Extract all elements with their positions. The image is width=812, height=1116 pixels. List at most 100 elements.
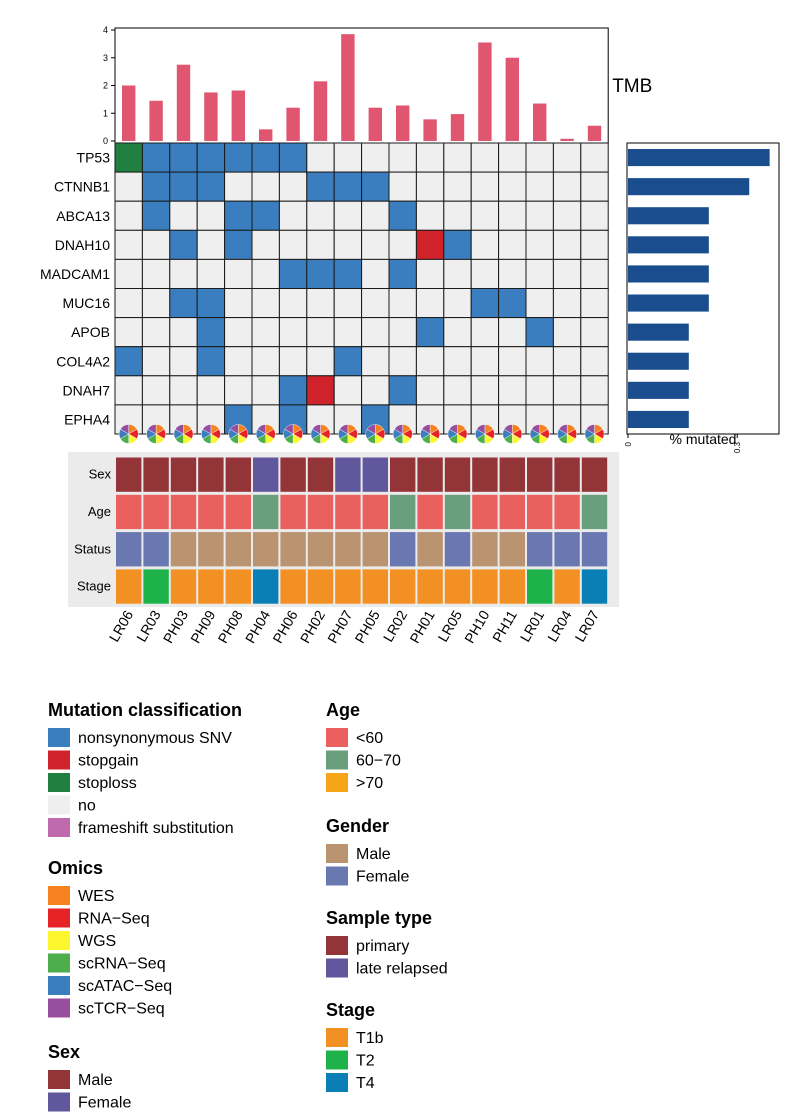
matrix-cell [251, 288, 280, 319]
matrix-cell [169, 229, 198, 260]
legend-swatch [48, 773, 70, 792]
matrix-cell [333, 142, 363, 173]
legend-swatch [48, 750, 70, 770]
matrix-cell [525, 375, 554, 406]
tmb-tick-label: 4 [103, 25, 108, 35]
sample-label: LR07 [572, 607, 603, 644]
pct-bar [628, 352, 689, 370]
matrix-cell [552, 258, 582, 289]
annotation-cell [390, 457, 416, 492]
tmb-bar [587, 125, 602, 141]
omics-pie [584, 424, 605, 444]
matrix-cell [580, 346, 609, 377]
legend-title: Omics [48, 858, 103, 878]
annotation-cell [390, 569, 416, 604]
matrix-cell [498, 258, 527, 289]
matrix-cell [498, 229, 527, 260]
matrix-cell [525, 288, 554, 319]
matrix-cell [580, 375, 609, 406]
matrix-cell [196, 346, 226, 377]
pie-slice [284, 424, 294, 435]
annotation-cell [225, 494, 251, 530]
matrix-cell [114, 200, 143, 231]
legend-swatch [48, 728, 70, 747]
annotation-cell [472, 532, 498, 567]
matrix-cell [141, 258, 171, 289]
tmb-label: TMB [612, 76, 652, 97]
legend-title: Sample type [326, 908, 432, 928]
matrix-cell [552, 346, 582, 377]
legend-item-label: stopgain [78, 753, 139, 770]
omics-pie [228, 424, 248, 444]
legend-swatch [326, 958, 348, 978]
gene-label: ABCA13 [56, 208, 110, 224]
matrix-cell [443, 258, 472, 289]
annotation-cell [253, 494, 279, 530]
legend-item-label: <60 [356, 730, 383, 747]
matrix-cell [361, 317, 390, 348]
legend-swatch [48, 886, 70, 905]
matrix-cell [169, 317, 198, 348]
matrix-cell [443, 346, 472, 377]
matrix-cell [525, 229, 554, 260]
tmb-tick-label: 3 [103, 53, 108, 63]
matrix-cell [388, 346, 417, 377]
pie-slice [531, 424, 540, 435]
pct-frame [626, 142, 780, 435]
legend-swatch [48, 998, 70, 1018]
annotation-cell [335, 569, 361, 604]
legend-swatch [326, 1028, 348, 1047]
matrix-cell [306, 375, 335, 406]
pie-slice [311, 424, 321, 435]
tmb-bar [478, 42, 492, 141]
annotation-row-label: Stage [77, 579, 111, 594]
matrix-cell [552, 229, 582, 260]
matrix-cell [388, 229, 417, 260]
tmb-tick-label: 2 [103, 81, 108, 91]
matrix-cell [224, 200, 253, 231]
sample-label: PH09 [187, 607, 218, 646]
annotation-cell [444, 532, 471, 567]
matrix-cell [443, 317, 472, 348]
annotation-cell [143, 569, 169, 604]
annotation-cell [362, 494, 388, 530]
legend-item-label: Female [356, 869, 409, 886]
omics-pie [146, 424, 166, 444]
matrix-cell [388, 375, 417, 406]
annotation-cell [143, 532, 169, 567]
tmb-bar [505, 57, 519, 141]
matrix-cell [141, 229, 171, 260]
matrix-cell [361, 142, 390, 173]
matrix-cell [388, 258, 417, 289]
legend-item-label: 60−70 [356, 753, 401, 770]
matrix-cell [278, 375, 308, 406]
omics-pie [310, 424, 331, 444]
matrix-cell [470, 346, 500, 377]
matrix-cell [169, 375, 198, 406]
matrix-cell [525, 142, 554, 173]
matrix-cell [278, 258, 308, 289]
annotation-cell [362, 569, 388, 604]
legend-swatch [48, 931, 70, 950]
matrix-cell [306, 171, 335, 202]
matrix-cell [388, 288, 417, 319]
matrix-cell [224, 171, 253, 202]
matrix-cell [196, 200, 226, 231]
annotation-cell [444, 494, 471, 530]
pie-slice [366, 424, 376, 435]
matrix-cell [169, 346, 198, 377]
legend-swatch [48, 795, 70, 815]
matrix-cell [196, 288, 226, 319]
legend-item-label: >70 [356, 775, 383, 792]
annotation-cell [143, 494, 169, 530]
annotation-cell [581, 494, 608, 530]
annotation-row-label: Age [88, 504, 111, 519]
matrix-cell [525, 317, 554, 348]
tmb-bar [149, 100, 163, 141]
matrix-cell [415, 171, 445, 202]
pct-bar [628, 381, 689, 399]
legend-swatch [326, 866, 348, 886]
matrix-cell [196, 142, 226, 173]
sample-label: PH03 [160, 607, 191, 646]
legend-swatch [48, 818, 70, 837]
